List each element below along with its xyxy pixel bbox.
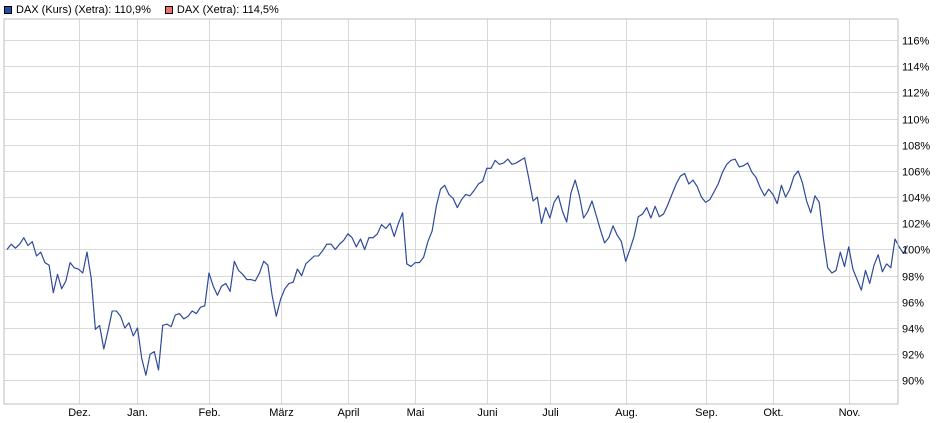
x-tick-label: Juni: [477, 407, 497, 419]
legend: DAX (Kurs) (Xetra): 110,9% DAX (Xetra): …: [4, 3, 293, 17]
y-tick-label: 104%: [902, 193, 930, 205]
legend-label-dax-kurs: DAX (Kurs) (Xetra): 110,9%: [16, 4, 151, 16]
y-tick-label: 98%: [902, 272, 924, 284]
y-tick-label: 102%: [902, 219, 930, 231]
legend-swatch-dax-kurs: [4, 6, 12, 14]
plot-frame: [3, 18, 899, 405]
grid: [4, 19, 898, 404]
series-line-dax: [6, 157, 909, 376]
x-tick-label: Jan.: [127, 407, 148, 419]
y-tick-label: 108%: [902, 141, 930, 153]
y-tick-label: 94%: [902, 324, 924, 336]
series-line-dax-kurs: [6, 157, 909, 376]
x-axis-labels: Dez. Jan. Feb. März April Mai Juni Juli Aug. Sep.…: [68, 407, 860, 419]
y-axis-labels: 90% 92% 94% 96% 98% 100% 102% 104% 106% 108% 110% 1…: [902, 36, 930, 388]
x-tick-label: März: [269, 407, 293, 419]
x-tick-label: April: [337, 407, 359, 419]
x-tick-label: Okt.: [763, 407, 783, 419]
x-tick-label: Mai: [407, 407, 425, 419]
y-tick-label: 114%: [902, 62, 930, 74]
x-tick-label: Sep.: [695, 407, 718, 419]
y-tick-label: 96%: [902, 298, 924, 310]
y-tick-label: 92%: [902, 350, 924, 362]
legend-item-dax-kurs[interactable]: DAX (Kurs) (Xetra): 110,9%: [4, 4, 151, 16]
y-tick-label: 106%: [902, 167, 930, 179]
y-tick-label: 90%: [902, 376, 924, 388]
x-tick-label: Aug.: [615, 407, 638, 419]
legend-label-dax: DAX (Xetra): 114,5%: [176, 4, 279, 16]
x-tick-label: Juli: [542, 407, 559, 419]
y-tick-label: 116%: [902, 36, 930, 48]
y-tick-label: 112%: [902, 88, 930, 100]
y-tick-label: 100%: [902, 245, 930, 257]
legend-swatch-dax: [164, 6, 173, 14]
legend-item-dax[interactable]: DAX (Xetra): 114,5%: [164, 4, 279, 16]
x-tick-label: Dez.: [68, 407, 91, 419]
x-tick-label: Feb.: [198, 407, 220, 419]
y-tick-label: 110%: [902, 115, 930, 127]
series-layer: [6, 157, 909, 376]
x-tick-label: Nov.: [839, 407, 861, 419]
